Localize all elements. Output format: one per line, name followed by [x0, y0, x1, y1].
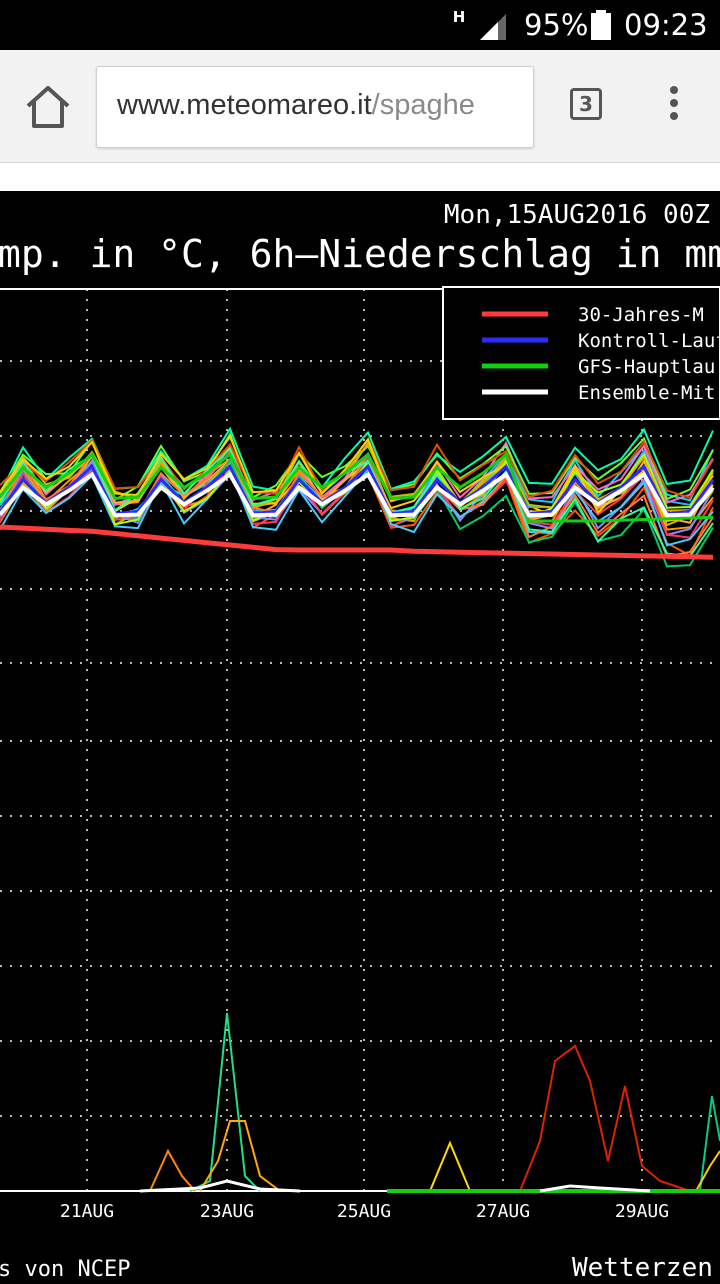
legend-label: Kontroll-Lauf: [578, 330, 720, 352]
ensemble-member-line: [0, 447, 714, 558]
precip-line: [519, 1044, 691, 1192]
status-bar: H 95% 09:23: [0, 0, 720, 50]
home-icon[interactable]: [22, 82, 74, 132]
precip-mean-line: [139, 1179, 301, 1193]
browser-toolbar: www.meteomareo.it/spaghe 3: [0, 50, 720, 163]
chart-title: mp. in °C, 6h–Niederschlag in mm: [0, 232, 720, 276]
precip-line: [199, 1120, 281, 1192]
page-margin: [0, 163, 720, 191]
legend-label: GFS-Hauptlau: [578, 356, 715, 378]
precip-line: [149, 1148, 196, 1192]
x-tick-label: 25AUG: [337, 1201, 391, 1222]
address-bar[interactable]: www.meteomareo.it/spaghe: [96, 66, 534, 148]
url-text: www.meteomareo.it/spaghe: [117, 89, 475, 122]
legend-box: [442, 286, 720, 420]
meteogram-chart: 30-Jahres-M Kontroll-Lauf GFS-Hauptlau Ense…: [0, 191, 720, 1283]
run-date: Mon,15AUG2016 00Z: [444, 200, 710, 230]
tab-switcher-button[interactable]: 3: [570, 88, 602, 120]
x-tick-label: 23AUG: [200, 1201, 254, 1222]
precip-line: [695, 1150, 720, 1192]
ensemble-mean-line: [0, 471, 715, 518]
legend-label: Ensemble-Mit: [578, 382, 715, 404]
url-fade: [493, 67, 533, 147]
clock: 09:23: [624, 8, 708, 42]
url-path: /spaghe: [371, 89, 475, 121]
network-type-icon: H: [452, 8, 466, 26]
x-tick-label: 29AUG: [615, 1201, 669, 1222]
chart-svg: 30-Jahres-M Kontroll-Lauf GFS-Hauptlau Ense…: [0, 200, 720, 1283]
footer-source: s von NCEP: [0, 1257, 130, 1280]
overflow-menu-icon[interactable]: [660, 86, 688, 126]
x-tick-label: 21AUG: [60, 1201, 114, 1222]
battery-icon: [591, 10, 611, 40]
precip-line: [699, 1095, 720, 1192]
climatology-line: [0, 524, 714, 560]
x-tick-label: 27AUG: [476, 1201, 530, 1222]
footer-credit: Wetterzen: [572, 1253, 713, 1280]
precip-mean-line: [539, 1184, 651, 1193]
legend-label: 30-Jahres-M: [578, 304, 704, 326]
gfs-main-line: [0, 451, 714, 523]
battery-percent: 95%: [524, 8, 589, 42]
url-host: www.meteomareo.it: [117, 89, 372, 121]
signal-icon: [480, 14, 506, 40]
precip-line: [429, 1140, 471, 1192]
ensemble-member-line: [0, 434, 714, 523]
precip-line: [189, 1012, 261, 1192]
